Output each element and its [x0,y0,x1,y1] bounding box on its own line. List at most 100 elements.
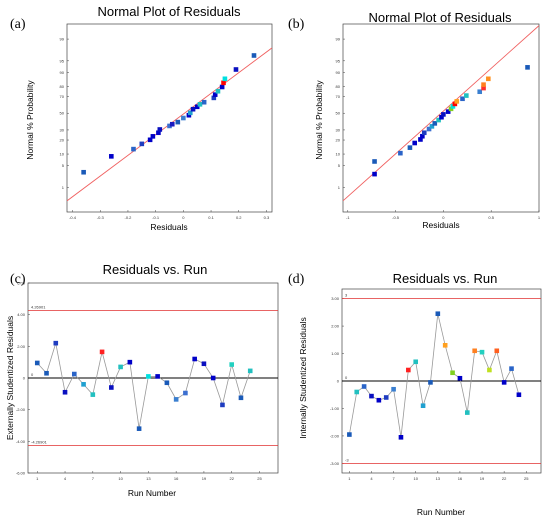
x-tick-label: 25 [524,476,529,481]
ylabel-d: Internally Studentized Residuals [298,317,308,438]
limit-label: 4.26901 [31,304,46,309]
data-point [109,385,114,390]
y-tick-label: 30 [336,127,341,132]
y-tick-label: 3.00 [331,296,340,301]
data-point [81,382,86,387]
panel-label-a: (a) [10,17,26,32]
x-tick-label: 10 [118,476,123,481]
data-point [426,126,432,132]
series-line [348,313,520,438]
x-tick-label: 0 [442,215,445,220]
data-point [383,395,389,400]
y-tick-label: 20 [336,138,341,143]
data-point [439,114,444,120]
data-point [71,371,77,377]
data-point [197,102,203,107]
points-a [81,53,257,175]
y-tick-label: 1 [62,185,65,190]
data-point [147,137,153,143]
data-point [372,159,377,164]
y-tick-label: 30 [60,127,65,132]
title-a: Normal Plot of Residuals [97,4,241,19]
data-point [428,380,433,385]
data-point [164,380,170,386]
y-tick-label: -1.00 [330,406,340,411]
zero-label: 0 [31,372,34,377]
data-point [222,76,228,82]
data-point [81,169,86,175]
data-point [398,150,403,156]
title-b: Normal Plot of Residuals [368,10,512,25]
data-point [215,88,221,94]
title-c: Residuals vs. Run [103,262,208,277]
data-point [347,432,352,437]
series-d [347,311,522,440]
data-point [501,380,507,385]
data-point [494,348,500,354]
data-point [220,402,225,408]
x-tick-label: 16 [174,476,179,481]
data-point [516,392,522,398]
y-tick-label: 99 [336,37,341,42]
data-point [221,80,226,86]
data-point [460,96,465,102]
ticks-b: -1 -0.5 0 0.5 1 1 5 10 20 30 50 70 80 90 95 99 [336,37,541,220]
data-point [118,364,123,370]
y-tick-label: 2.00 [17,344,26,349]
data-point [201,99,207,105]
x-tick-label: 7 [92,476,95,481]
data-point [156,130,161,136]
x-tick-label: 19 [480,476,485,481]
data-point [436,117,441,123]
data-point [175,119,181,125]
data-point [457,375,463,381]
y-tick-label: -2.00 [330,433,340,438]
x-tick-label: 22 [229,476,234,481]
title-d: Residuals vs. Run [393,271,498,286]
data-point [173,397,179,402]
data-point [407,145,413,150]
x-tick-label: 1 [538,215,541,220]
limit-label: 3 [345,293,348,298]
x-tick-label: -1 [346,215,350,220]
data-point [90,392,96,397]
data-point [481,82,486,87]
data-point [194,104,200,110]
y-tick-label: -6.00 [16,471,26,476]
data-point [412,140,418,146]
ylabel-c: Externally Studentized Residuals [5,316,15,440]
data-point [445,109,451,114]
data-point [233,67,239,72]
x-tick-label: 0 [182,215,185,220]
x-tick-label: 16 [458,476,463,481]
y-tick-label: 95 [336,58,341,63]
ylabel-b: Normal % Probability [314,80,324,160]
data-point [190,106,196,112]
x-tick-label: -0.5 [392,215,400,220]
y-tick-label: 90 [60,70,65,75]
y-tick-label: 5 [338,163,341,168]
data-point [210,375,216,381]
data-point [454,99,460,104]
limit-label: -3 [345,457,349,462]
y-tick-label: 70 [336,94,341,99]
data-point [418,137,423,142]
data-point [247,368,253,374]
x-tick-label: 4 [64,476,67,481]
x-tick-label: 1 [348,476,351,481]
x-tick-label: 1 [36,476,39,481]
y-tick-label: 10 [336,152,341,157]
y-tick-label: 80 [336,84,341,89]
data-point [464,93,469,98]
data-point [354,389,360,395]
data-point [372,171,377,177]
x-tick-label: -0.4 [69,215,77,220]
data-point [464,410,470,415]
data-point [391,386,396,392]
limits-c: 4.26901 -4.26901 0 [28,304,278,446]
data-point [509,366,514,371]
data-point [452,101,458,107]
plot-frame-b [342,23,540,213]
data-point [212,92,218,97]
